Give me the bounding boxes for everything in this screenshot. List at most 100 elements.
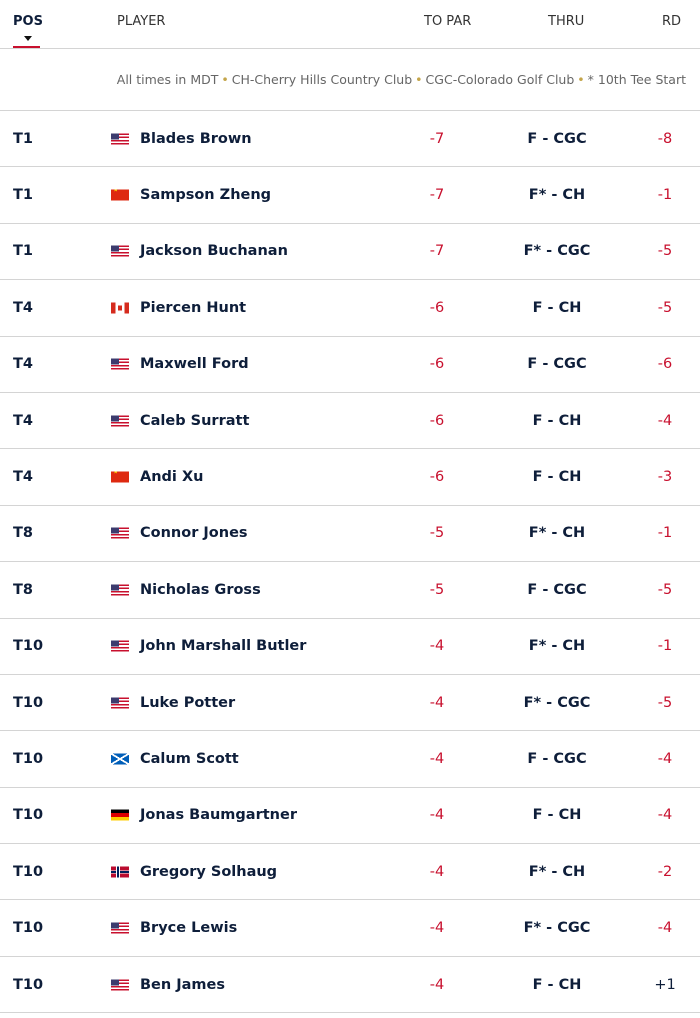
legend-item: CH-Cherry Hills Country Club (231, 72, 413, 87)
to-par: -4 (429, 638, 445, 655)
sort-pos-column[interactable]: POS (13, 14, 43, 48)
to-par: -4 (429, 694, 445, 711)
round-score: -2 (657, 863, 673, 880)
table-row[interactable]: T4 Piercen Hunt -6 F - CH -5 (0, 280, 700, 337)
player-name[interactable]: Jackson Buchanan (140, 243, 288, 260)
position: T8 (13, 525, 33, 542)
position: T4 (13, 356, 33, 373)
to-par: -7 (429, 130, 445, 147)
player-name[interactable]: Connor Jones (140, 525, 248, 542)
round-score: -5 (657, 581, 673, 598)
table-row[interactable]: T10 Calum Scott -4 F - CGC -4 (0, 731, 700, 788)
table-row[interactable]: T4 Andi Xu -6 F - CH -3 (0, 449, 700, 506)
player-name[interactable]: Calum Scott (140, 750, 239, 767)
round-score: -5 (657, 243, 673, 260)
player-name[interactable]: Andi Xu (140, 469, 204, 486)
flag-us-icon (111, 133, 129, 145)
leaderboard-header: POS PLAYER TO PAR THRU RD (0, 0, 700, 49)
player-name[interactable]: Ben James (140, 976, 226, 993)
flag-us-icon (111, 584, 129, 596)
table-row[interactable]: T4 Maxwell Ford -6 F - CGC -6 (0, 337, 700, 393)
player-name[interactable]: Luke Potter (140, 694, 236, 711)
table-row[interactable]: T10 Gregory Solhaug -4 F* - CH -2 (0, 844, 700, 901)
thru: F* - CH (528, 525, 586, 542)
player-name[interactable]: Maxwell Ford (140, 356, 249, 373)
to-par: -6 (429, 356, 445, 373)
round-score: -1 (657, 638, 673, 655)
to-par: -6 (429, 412, 445, 429)
round-score: -4 (657, 412, 673, 429)
to-par: -6 (429, 299, 445, 316)
round-score: -1 (657, 525, 673, 542)
flag-us-icon (111, 527, 129, 539)
to-par: -6 (429, 469, 445, 486)
position: T4 (13, 412, 33, 429)
player-name[interactable]: John Marshall Butler (140, 638, 307, 655)
position: T4 (13, 469, 33, 486)
flag-cn-icon (111, 471, 129, 483)
position: T8 (13, 581, 33, 598)
pos-header[interactable]: POS (13, 14, 43, 29)
thru: F* - CH (528, 863, 586, 880)
flag-us-icon (111, 358, 129, 370)
legend-item: * 10th Tee Start (587, 72, 686, 87)
position: T10 (13, 638, 44, 655)
to-par: -7 (429, 187, 445, 204)
sort-down-icon (24, 36, 32, 41)
player-name[interactable]: Bryce Lewis (140, 920, 238, 937)
thru: F - CGC (527, 750, 587, 767)
position: T1 (13, 187, 33, 204)
table-row[interactable]: T10 Ben James -4 F - CH +1 (0, 957, 700, 1014)
table-row[interactable]: T1 Jackson Buchanan -7 F* - CGC -5 (0, 224, 700, 281)
table-row[interactable]: T1 Blades Brown -7 F - CGC -8 (0, 111, 700, 168)
player-header[interactable]: PLAYER (117, 14, 166, 29)
table-row[interactable]: T8 Connor Jones -5 F* - CH -1 (0, 506, 700, 563)
player-name[interactable]: Piercen Hunt (140, 299, 247, 316)
player-name[interactable]: Nicholas Gross (140, 581, 261, 598)
thru: F* - CGC (523, 920, 591, 937)
thru: F - CGC (527, 581, 587, 598)
to-par: -4 (429, 863, 445, 880)
round-score: -4 (657, 750, 673, 767)
round-score: -8 (657, 130, 673, 147)
flag-no-icon (111, 866, 129, 878)
rd-header[interactable]: RD (662, 14, 682, 29)
table-row[interactable]: T4 Caleb Surratt -6 F - CH -4 (0, 393, 700, 450)
position: T1 (13, 130, 33, 147)
to-par: -7 (429, 243, 445, 260)
round-score: -1 (657, 187, 673, 204)
round-score: -5 (657, 299, 673, 316)
player-name[interactable]: Jonas Baumgartner (140, 807, 297, 824)
thru: F - CH (532, 976, 582, 993)
thru: F* - CGC (523, 694, 591, 711)
to-par-header[interactable]: TO PAR (424, 14, 472, 29)
thru: F - CH (532, 469, 582, 486)
round-score: -4 (657, 920, 673, 937)
thru: F - CGC (527, 356, 587, 373)
table-row[interactable]: T10 John Marshall Butler -4 F* - CH -1 (0, 619, 700, 675)
position: T1 (13, 243, 33, 260)
to-par: -4 (429, 976, 445, 993)
player-name[interactable]: Caleb Surratt (140, 412, 250, 429)
table-row[interactable]: T10 Jonas Baumgartner -4 F - CH -4 (0, 788, 700, 845)
flag-us-icon (111, 415, 129, 427)
flag-us-icon (111, 922, 129, 934)
table-row[interactable]: T10 Luke Potter -4 F* - CGC -5 (0, 675, 700, 732)
flag-cn-icon (111, 189, 129, 201)
player-name[interactable]: Sampson Zheng (140, 187, 272, 204)
flag-us-icon (111, 697, 129, 709)
player-name[interactable]: Gregory Solhaug (140, 863, 278, 880)
flag-ca-icon (111, 302, 129, 314)
round-score: +1 (654, 976, 676, 993)
thru: F - CH (532, 412, 582, 429)
position: T4 (13, 299, 33, 316)
thru-header[interactable]: THRU (548, 14, 585, 29)
table-row[interactable]: T1 Sampson Zheng -7 F* - CH -1 (0, 167, 700, 224)
position: T10 (13, 920, 44, 937)
table-row[interactable]: T8 Nicholas Gross -5 F - CGC -5 (0, 562, 700, 619)
round-score: -4 (657, 807, 673, 824)
thru: F* - CGC (523, 243, 591, 260)
table-row[interactable]: T10 Bryce Lewis -4 F* - CGC -4 (0, 900, 700, 957)
player-name[interactable]: Blades Brown (140, 130, 252, 147)
position: T10 (13, 694, 44, 711)
